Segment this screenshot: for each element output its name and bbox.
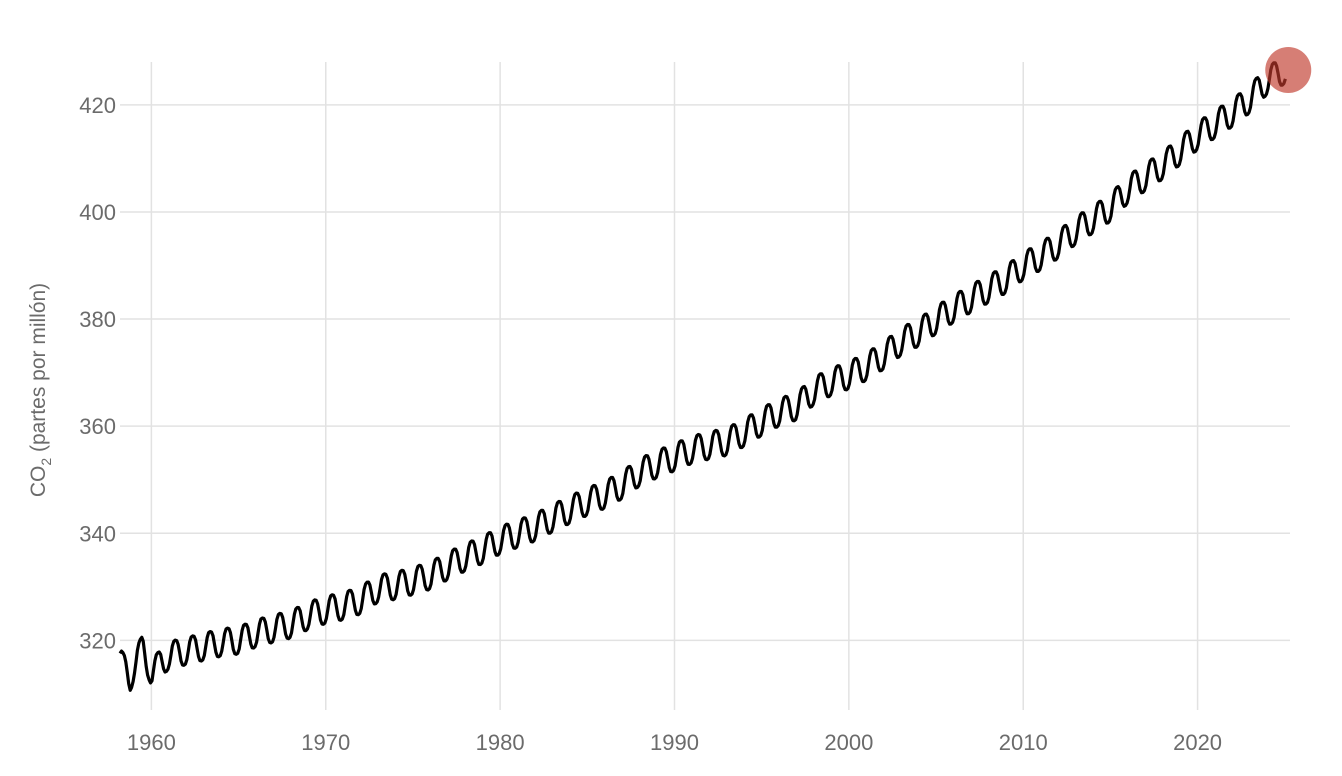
y-tick-label-420: 420: [79, 93, 116, 118]
y-tick-label-360: 360: [79, 414, 116, 439]
y-tick-label-320: 320: [79, 628, 116, 653]
y-tick-label-380: 380: [79, 307, 116, 332]
y-axis-title-sub: 2: [38, 458, 54, 466]
x-gridlines: [150, 62, 1199, 710]
y-gridlines: [120, 104, 1290, 642]
x-tick-label-1970: 1970: [301, 730, 350, 755]
y-tick-label-400: 400: [79, 200, 116, 225]
y-tick-label-340: 340: [79, 521, 116, 546]
co2-series-line: [118, 61, 1287, 692]
y-axis-title-main: CO: [27, 466, 50, 498]
x-tick-label-1980: 1980: [476, 730, 525, 755]
y-axis-title-rest: (partes por millón): [27, 283, 50, 458]
x-tick-label-2020: 2020: [1173, 730, 1222, 755]
x-tick-label-1960: 1960: [127, 730, 176, 755]
x-tick-labels: 1960 1970 1980 1990 2000 2010 2020: [127, 730, 1222, 755]
x-tick-label-2010: 2010: [999, 730, 1048, 755]
latest-value-marker: [1265, 47, 1312, 94]
x-tick-label-2000: 2000: [824, 730, 873, 755]
y-tick-labels: 320 340 360 380 400 420: [79, 93, 116, 654]
y-axis-title: CO2 (partes por millón): [27, 283, 54, 497]
x-tick-label-1990: 1990: [650, 730, 699, 755]
